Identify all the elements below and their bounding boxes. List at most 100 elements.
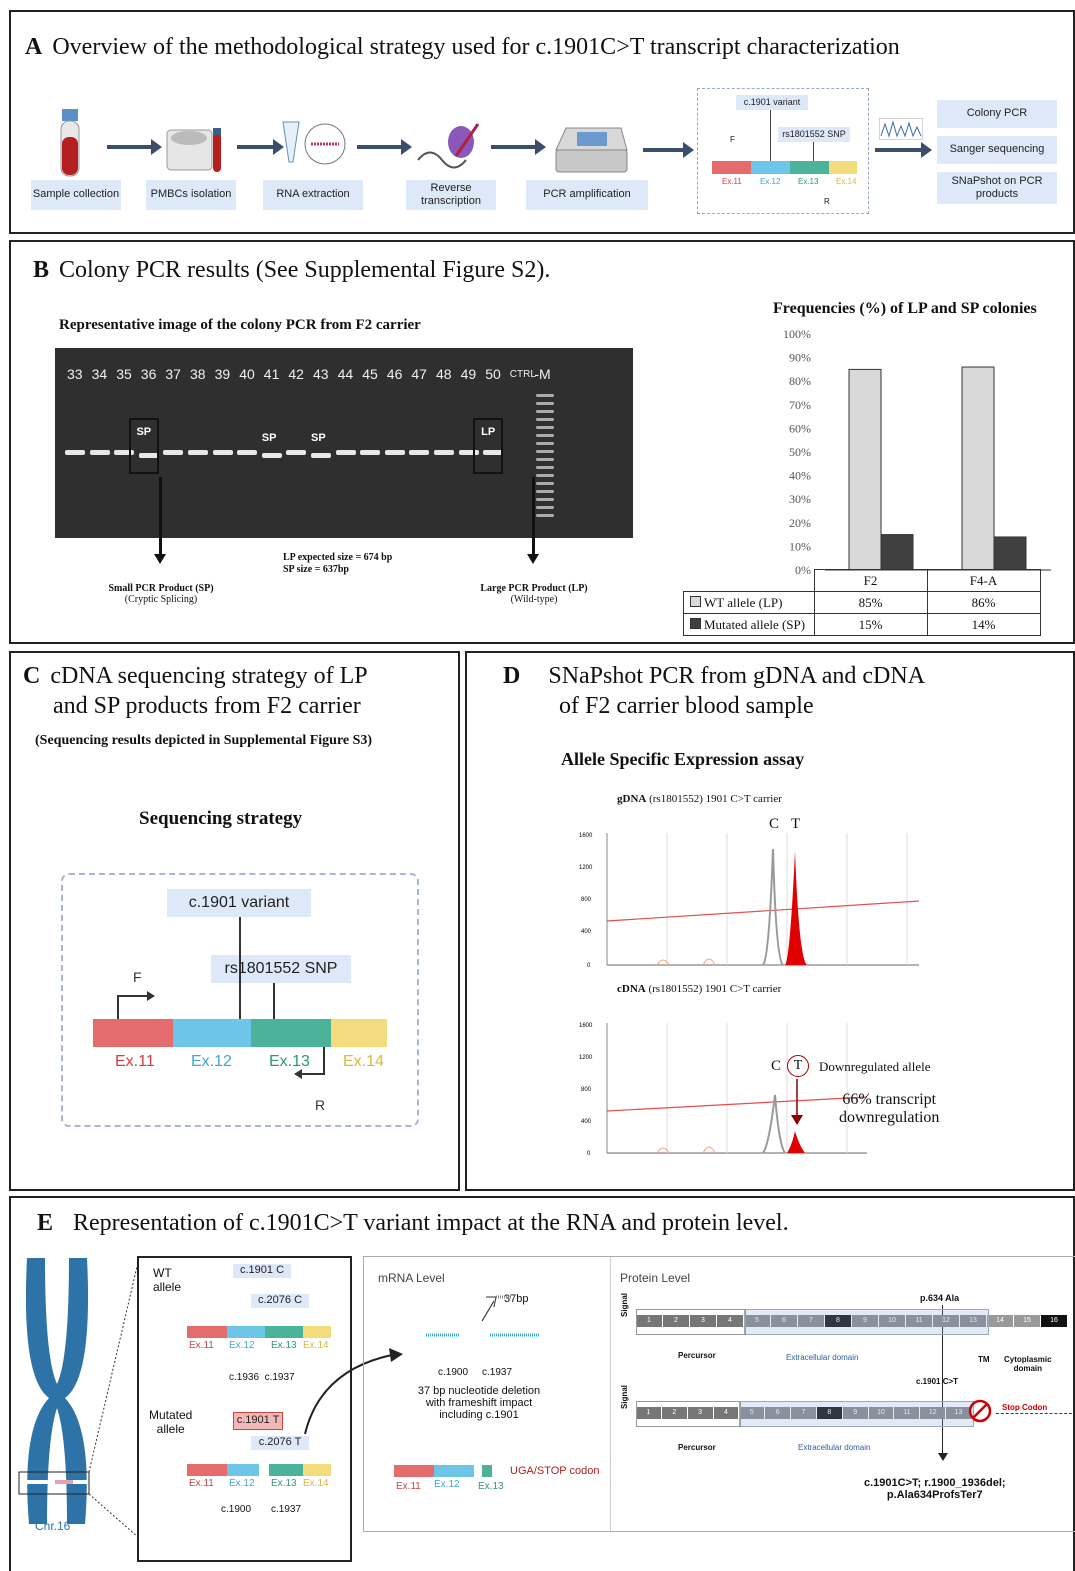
y-tick-label: 40% — [789, 469, 811, 483]
gel-band — [483, 450, 504, 455]
mutated-allele-label: Mutated allele — [149, 1408, 193, 1436]
forward-primer: F — [133, 969, 142, 985]
snp-label: rs1801552 SNP — [211, 955, 351, 983]
y-tick-label: 60% — [789, 421, 811, 435]
ladder-band — [536, 402, 555, 405]
panel-e: E Representation of c.1901C>T variant imp… — [9, 1196, 1075, 1571]
protein-domain: 3 — [687, 1407, 713, 1419]
stop-codon-protein-label: Stop Codon — [1002, 1403, 1048, 1412]
gel-band — [311, 453, 331, 458]
panel-a: A Overview of the methodological strategy… — [9, 10, 1075, 234]
variant-label: c.1901 variant — [736, 95, 808, 110]
p634-label: p.634 Ala — [920, 1293, 960, 1303]
step-sample-collection: Sample collection — [31, 180, 121, 210]
stop-codon-label: UGA/STOP codon — [510, 1465, 600, 1477]
svg-text:0: 0 — [587, 1151, 591, 1157]
output-colony-pcr: Colony PCR — [937, 100, 1057, 128]
ladder-band — [536, 498, 555, 501]
reverse-primer: R — [824, 197, 830, 206]
c1901-ct-label: c.1901 C>T — [916, 1377, 959, 1386]
ladder-band — [536, 490, 555, 493]
wt-protein-domains: 1 2 3 4 5 6 7 8 9 10 11 12 13 14 15 16 — [636, 1309, 1068, 1335]
svg-text:1200: 1200 — [579, 1055, 593, 1061]
gel-lane-label: 43 — [313, 366, 329, 382]
flow-arrow — [237, 139, 284, 155]
panel-d: D SNaPshot PCR from gDNA and cDNA of F2 c… — [465, 651, 1075, 1191]
panel-b-title: B Colony PCR results (See Supplemental Fi… — [33, 257, 551, 283]
y-tick-label: 10% — [789, 539, 811, 553]
y-tick-label: 50% — [789, 445, 811, 459]
svg-text:1200: 1200 — [579, 865, 593, 871]
band-tag-sp: SP — [128, 418, 159, 474]
gel-band — [163, 450, 184, 455]
gel-lane-label: -M — [534, 366, 551, 382]
panel-d-title-2: of F2 carrier blood sample — [559, 693, 814, 719]
gdna-c-label: C — [769, 816, 780, 832]
y-tick-label: 70% — [789, 398, 811, 412]
protein-domain: 15 — [1014, 1315, 1040, 1327]
step-pmbcs-isolation: PMBCs isolation — [146, 180, 236, 210]
protein-domain: 4 — [713, 1407, 739, 1419]
rna-tube-icon — [282, 121, 346, 165]
ladder-band — [536, 410, 555, 413]
ladder-band — [536, 394, 555, 397]
svg-text:400: 400 — [581, 929, 592, 935]
flow-arrow — [875, 142, 932, 158]
protein-domain: 12 — [933, 1315, 959, 1327]
gel-band — [261, 453, 282, 458]
snp-label: rs1801552 SNP — [778, 127, 850, 142]
wt-c2076-label: c.2076 C — [251, 1294, 309, 1308]
gel-lane-label: 46 — [386, 366, 403, 382]
svg-text:0: 0 — [587, 963, 591, 969]
protein-domain: 11 — [894, 1407, 920, 1419]
panel-c-subtitle: (Sequencing results depicted in Suppleme… — [35, 733, 373, 748]
lp-size-label: LP expected size = 674 bp — [283, 552, 393, 563]
protein-domain: 12 — [920, 1407, 946, 1419]
protein-domain: 13 — [960, 1315, 986, 1327]
y-tick-label: 100% — [783, 327, 811, 341]
table-cell: 85% — [813, 591, 928, 614]
protein-domain: 4 — [717, 1315, 743, 1327]
protein-domain: 11 — [906, 1315, 932, 1327]
protein-domain: 14 — [987, 1315, 1013, 1327]
cdna-plot-title: cDNA (rs1801552) 1901 C>T carrier — [617, 983, 782, 995]
ladder-band — [536, 466, 555, 469]
y-tick-label: 0% — [795, 563, 811, 577]
gel-band — [335, 450, 356, 455]
band-tag-lp: LP — [473, 418, 504, 474]
gel-lane-label: 37 — [165, 366, 181, 382]
gel-lane-label: 34 — [91, 366, 108, 382]
panel-d-title: D SNaPshot PCR from gDNA and cDNA — [503, 663, 926, 689]
curved-arrow — [304, 1348, 403, 1435]
protein-domain: 1 — [636, 1407, 661, 1419]
chromatogram-icon — [879, 118, 923, 140]
svg-text:1600: 1600 — [579, 1023, 593, 1029]
transcript-downregulation: 66% transcript downregulation — [839, 1091, 940, 1126]
legend-wt: WT allele (LP) — [704, 594, 783, 610]
panel-a-title: A Overview of the methodological strategy… — [25, 34, 900, 60]
y-tick-label: 90% — [789, 351, 811, 365]
gel-band — [360, 450, 381, 455]
bar-f4-a-0 — [961, 366, 995, 571]
mutant-protein-domains: 1 2 3 4 5 6 7 8 9 10 11 12 13 — [636, 1401, 974, 1427]
agarose-gel-image: 33 34 35 36 37 38 39 40 41 42 43 44 45 46 47 48 49 50 CTRL… — [55, 348, 633, 538]
gdna-electropherogram: 1600 1200 800 400 0 — [579, 833, 920, 969]
mrna-title: mRNA Level — [378, 1271, 445, 1285]
gel-lane-label: CTRL — [509, 369, 536, 380]
gel-lane-label: 40 — [239, 366, 255, 382]
gel-band — [188, 450, 208, 455]
protein-domain: 9 — [842, 1407, 868, 1419]
gel-lane-label: 41 — [263, 366, 280, 382]
result-notation: c.1901C>T; r.1900_1936del; p.Ala634Profs… — [864, 1477, 1006, 1501]
gel-band — [434, 450, 454, 455]
downregulated-label: Downregulated allele — [819, 1059, 931, 1074]
gel-band — [65, 450, 85, 455]
gel-band — [409, 450, 430, 455]
gel-lane-label: 44 — [337, 366, 354, 382]
ladder-band — [536, 458, 555, 461]
svg-text:1600: 1600 — [579, 833, 593, 839]
flow-arrow — [491, 139, 546, 155]
chart-title: Frequencies (%) of LP and SP colonies — [773, 300, 1037, 317]
protein-domain: 10 — [868, 1407, 894, 1419]
protein-domain: 8 — [825, 1315, 851, 1327]
